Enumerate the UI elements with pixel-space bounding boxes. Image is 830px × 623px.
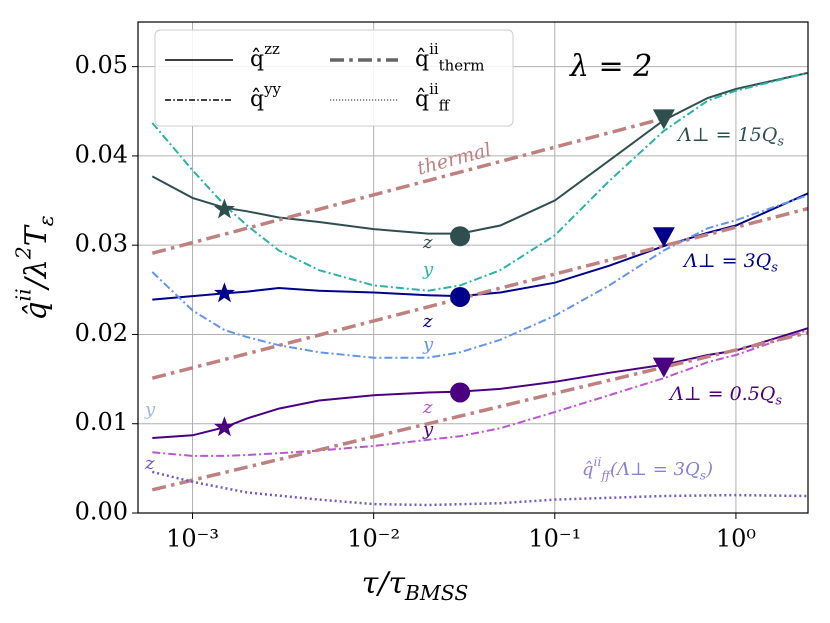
x-tick-label: 10⁰ (716, 525, 756, 553)
annotation-part: s (775, 393, 782, 408)
y-tick-label: 0.04 (75, 140, 128, 168)
annotation: Λ⊥ = 15Qs (676, 124, 784, 149)
legend-label-part: q̂ (415, 47, 429, 72)
marker-circle (450, 382, 471, 403)
annotation-part: ff (600, 468, 612, 482)
marker-star (214, 282, 235, 303)
annotation: λ = 2 (569, 49, 652, 84)
y-tick-label: 0.02 (75, 319, 128, 347)
series-line (152, 329, 808, 457)
series-line (152, 192, 808, 301)
series-line (151, 71, 808, 235)
annotation-part: y (422, 334, 434, 355)
series-line (151, 194, 808, 359)
annotation: y (422, 419, 434, 440)
legend-label-part: q̂ (415, 87, 429, 112)
annotation-part: z (422, 397, 433, 418)
legend-label: q̂iiff (415, 80, 451, 115)
annotation: z (422, 232, 433, 253)
annotation-part: z (144, 453, 155, 474)
y-axis-label-part: q̂ (19, 301, 54, 320)
legend-label-part: ii (429, 80, 439, 98)
annotation: z (144, 453, 155, 474)
annotation-part: ii (594, 454, 602, 468)
annotation: Λ⊥ = 3Qs (682, 250, 778, 275)
annotation-part: λ = 2 (569, 49, 652, 84)
marker-triangle (652, 227, 675, 248)
annotation: y (422, 334, 434, 355)
x-tick-label: 10⁻² (347, 525, 400, 553)
legend-label: q̂zz (250, 40, 280, 72)
series-line (152, 470, 808, 507)
y-tick-label: 0.00 (75, 498, 128, 526)
annotation-part: Λ⊥ = 0.5Q (668, 383, 775, 405)
y-axis-label-part: 2 (11, 246, 35, 260)
marker-circle (450, 286, 471, 307)
y-axis-label-part: T (19, 224, 54, 246)
annotation-part: (Λ⊥ = 3Q (610, 459, 700, 480)
annotation-part: z (422, 232, 433, 253)
annotation-part: y (422, 419, 434, 440)
marker-triangle (652, 109, 675, 130)
legend-label-part: q̂ (250, 87, 264, 112)
annotation-part: Λ⊥ = 3Q (682, 250, 771, 272)
y-tick-label: 0.05 (75, 51, 128, 79)
annotation: Λ⊥ = 0.5Qs (668, 383, 782, 408)
x-tick-label: 10⁻¹ (528, 525, 581, 553)
annotation-part: ) (705, 459, 713, 480)
legend-label: q̂iitherm (415, 40, 485, 75)
legend-label-part: yy (263, 80, 281, 98)
annotation: q̂iiff(Λ⊥ = 3Qs) (582, 454, 713, 482)
marker-circle (450, 226, 471, 247)
annotation-part: q̂ (582, 459, 594, 480)
y-axis-label: q̂ii/λ2Tε (11, 215, 58, 320)
legend-label-part: ff (439, 97, 451, 115)
annotation-part: y (144, 399, 156, 420)
x-axis-label-part: BMSS (404, 581, 468, 605)
legend-label: q̂yy (250, 80, 282, 112)
marker-triangle (652, 357, 675, 378)
series-line (151, 330, 808, 492)
legend-box (154, 29, 514, 127)
x-axis-label-part: τ/τ (362, 566, 406, 601)
annotation: y (144, 399, 156, 420)
annotation-part: y (422, 259, 434, 280)
plot-frame (137, 21, 809, 514)
legend-label-part: ii (429, 40, 439, 58)
x-axis-label: τ/τBMSS (362, 566, 469, 605)
annotation-part: Λ⊥ = 15Q (676, 124, 777, 146)
legend-label-part: therm (439, 57, 485, 75)
x-tick-label: 10⁻³ (166, 525, 219, 553)
series-line (151, 71, 808, 292)
annotation: z (422, 311, 433, 332)
series-line (151, 116, 665, 255)
annotation-part: s (771, 260, 778, 275)
marker-star (214, 416, 235, 437)
y-axis-label-part: ii (11, 288, 35, 301)
annotation-part: s (700, 468, 706, 482)
annotation: y (422, 259, 434, 280)
annotation-part: z (422, 311, 433, 332)
y-axis-label-part: ε (34, 215, 58, 226)
legend-label-part: zz (264, 40, 280, 58)
annotation: z (422, 397, 433, 418)
marker-star (214, 198, 235, 219)
annotation-part: s (777, 134, 784, 149)
y-tick-label: 0.03 (75, 230, 128, 258)
legend-label-part: q̂ (250, 47, 264, 72)
series-line (151, 206, 808, 380)
series-line (152, 327, 808, 439)
y-tick-label: 0.01 (75, 408, 128, 436)
y-axis-label-part: /λ (19, 259, 54, 291)
